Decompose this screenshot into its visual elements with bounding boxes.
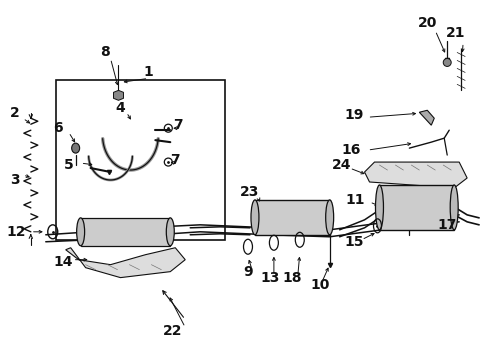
Text: 7: 7: [171, 153, 180, 167]
Text: 11: 11: [346, 193, 366, 207]
Polygon shape: [365, 162, 467, 188]
Ellipse shape: [326, 200, 334, 235]
Text: 20: 20: [417, 15, 437, 30]
Text: 24: 24: [332, 158, 351, 172]
Bar: [56, 80, 225, 240]
Polygon shape: [114, 90, 123, 100]
Text: 4: 4: [116, 101, 125, 115]
Text: 13: 13: [260, 271, 280, 285]
Text: 18: 18: [282, 271, 301, 285]
Text: 15: 15: [345, 235, 365, 249]
Ellipse shape: [76, 218, 85, 246]
Bar: [255, 200, 330, 235]
Text: 22: 22: [163, 324, 182, 338]
Ellipse shape: [375, 185, 384, 230]
Ellipse shape: [251, 200, 259, 235]
Text: 12: 12: [6, 225, 25, 239]
Ellipse shape: [443, 58, 451, 67]
Ellipse shape: [450, 185, 458, 230]
Text: 1: 1: [144, 66, 153, 80]
Text: 8: 8: [99, 45, 109, 59]
Text: 17: 17: [438, 218, 457, 232]
Ellipse shape: [72, 143, 80, 153]
Bar: [81, 218, 171, 246]
Text: 10: 10: [310, 278, 329, 292]
Text: 16: 16: [342, 143, 361, 157]
Text: 3: 3: [10, 173, 20, 187]
Text: 9: 9: [243, 265, 253, 279]
Text: 5: 5: [64, 158, 74, 172]
Bar: [379, 185, 454, 230]
Text: 2: 2: [10, 106, 20, 120]
Text: 21: 21: [445, 26, 465, 40]
Text: 7: 7: [173, 118, 183, 132]
Polygon shape: [66, 248, 185, 278]
Text: 19: 19: [345, 108, 364, 122]
Ellipse shape: [166, 218, 174, 246]
Text: 14: 14: [53, 255, 73, 269]
Text: 6: 6: [53, 121, 63, 135]
Polygon shape: [419, 110, 434, 125]
Text: 23: 23: [240, 185, 260, 199]
